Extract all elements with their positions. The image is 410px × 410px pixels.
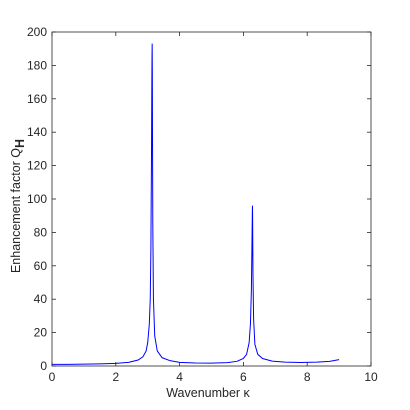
y-tick-label: 160: [27, 92, 47, 106]
x-axis-label: Wavenumber κ: [166, 386, 250, 400]
x-tick-label: 10: [364, 370, 378, 384]
x-tick-label: 4: [176, 370, 183, 384]
x-tick-label: 2: [112, 370, 119, 384]
y-tick-label: 100: [27, 192, 47, 206]
y-tick-label: 200: [27, 25, 47, 39]
y-axis-label: Enhancement factor QH: [9, 139, 27, 273]
y-tick-label: 20: [34, 326, 48, 340]
y-axis-label-main: Enhancement factor Q: [9, 148, 23, 273]
y-tick-label: 140: [27, 125, 47, 139]
y-tick-label: 80: [34, 225, 48, 239]
y-tick-label: 0: [40, 359, 47, 373]
y-tick-label: 180: [27, 58, 47, 72]
x-tick-label: 8: [304, 370, 311, 384]
y-tick-label: 120: [27, 159, 47, 173]
axis-ticks: [51, 31, 372, 367]
y-tick-label: 40: [34, 292, 48, 306]
y-axis-label-subscript: H: [13, 139, 27, 148]
y-tick-label: 60: [34, 259, 48, 273]
x-tick-label: 0: [49, 370, 56, 384]
x-tick-label: 6: [240, 370, 247, 384]
series-line-0: [52, 43, 340, 365]
